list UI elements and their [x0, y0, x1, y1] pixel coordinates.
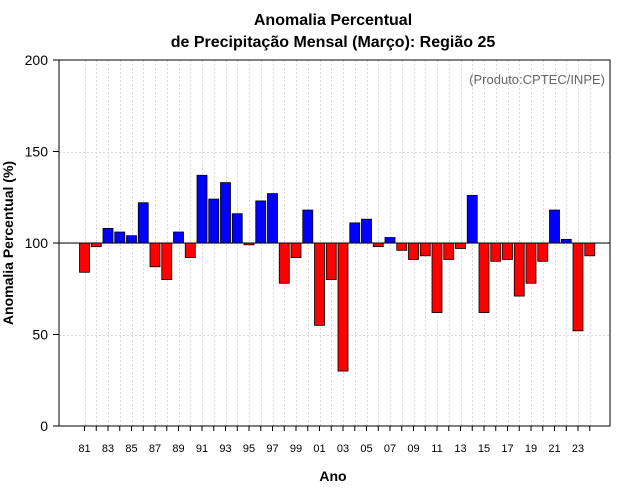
bar-1998: [278, 242, 290, 284]
x-tick-label: 23: [572, 443, 584, 455]
bar-2014: [466, 195, 478, 244]
bar-2016: [490, 242, 502, 262]
bar-2011: [431, 242, 443, 313]
x-tick-label: 93: [219, 443, 231, 455]
bar-2000: [302, 209, 314, 244]
bar-2012: [443, 242, 455, 260]
bar-2023: [572, 242, 584, 332]
x-tick-label: 17: [501, 443, 513, 455]
bar-2002: [325, 242, 337, 280]
x-tick-label: 85: [125, 443, 137, 455]
y-axis: 0 50 100 150 200: [25, 52, 59, 434]
x-tick-label: 21: [548, 443, 560, 455]
bar-2024: [584, 242, 596, 257]
bar-2010: [419, 242, 431, 257]
y-tick-label: 50: [32, 327, 48, 343]
bar-2022: [560, 238, 572, 244]
y-tick-label: 150: [25, 144, 49, 160]
x-tick-label: 11: [431, 443, 442, 455]
bar-2017: [502, 242, 513, 260]
x-tick-label: 87: [149, 443, 161, 455]
bar-2004: [349, 222, 361, 244]
bar-1981: [79, 242, 90, 273]
x-tick-label: 95: [243, 443, 255, 455]
chart-title-line2: de Precipitação Mensal (Março): Região 2…: [171, 34, 496, 51]
bar-1997: [267, 193, 278, 244]
x-tick-label: 89: [172, 443, 184, 455]
x-tick-label: 99: [290, 443, 302, 455]
y-tick-label: 100: [25, 235, 49, 251]
x-tick-label: 97: [266, 443, 278, 455]
bar-1989: [173, 231, 184, 244]
credit-label: (Produto:CPTEC/INPE): [469, 72, 605, 87]
bar-2019: [525, 242, 537, 284]
bar-2003: [337, 242, 349, 372]
bar-2009: [408, 242, 419, 260]
bar-1991: [196, 174, 208, 244]
bar-2013: [455, 242, 466, 249]
x-tick-label: 15: [478, 443, 490, 455]
x-tick-label: 81: [78, 443, 90, 455]
bar-2007: [384, 237, 396, 244]
bar-1992: [208, 198, 220, 244]
bar-2020: [537, 242, 549, 262]
bar-2006: [372, 242, 384, 248]
bar-1987: [149, 242, 161, 268]
chart-title-line1: Anomalia Percentual: [254, 12, 412, 29]
bar-1982: [90, 242, 102, 248]
x-tick-label: 19: [525, 443, 537, 455]
x-axis-title: Ano: [319, 468, 346, 484]
x-tick-label: 07: [384, 443, 396, 455]
x-tick-label: 01: [313, 443, 325, 455]
bar-2015: [478, 242, 490, 313]
bar-2021: [549, 209, 560, 244]
bar-1993: [220, 182, 231, 244]
y-tick-label: 0: [40, 418, 48, 434]
bars: [79, 174, 596, 372]
x-tick-label: 03: [337, 443, 349, 455]
bar-1984: [114, 231, 126, 244]
bar-1988: [161, 242, 173, 280]
bar-1990: [184, 242, 196, 259]
gridlines: [59, 60, 610, 426]
bar-2008: [396, 242, 408, 251]
x-axis: 81 83 85 87 89 91 93 95 97 99 01 03 05 07 09 11 13 15 17 19…: [78, 426, 591, 455]
bar-1996: [255, 200, 267, 244]
bar-1999: [290, 242, 302, 259]
bar-1986: [137, 202, 149, 244]
x-tick-label: 83: [102, 443, 114, 455]
bar-2005: [361, 218, 372, 244]
bar-2001: [314, 242, 325, 326]
x-tick-label: 09: [407, 443, 419, 455]
bar-2018: [513, 242, 525, 297]
bar-1985: [126, 235, 137, 244]
y-axis-title: Anomalia Percentual (%): [0, 161, 16, 325]
x-tick-label: 05: [360, 443, 372, 455]
x-tick-label: 91: [196, 443, 208, 455]
bar-1983: [102, 227, 114, 244]
x-tick-label: 13: [454, 443, 466, 455]
bar-1994: [231, 213, 243, 244]
y-tick-label: 200: [25, 52, 49, 68]
